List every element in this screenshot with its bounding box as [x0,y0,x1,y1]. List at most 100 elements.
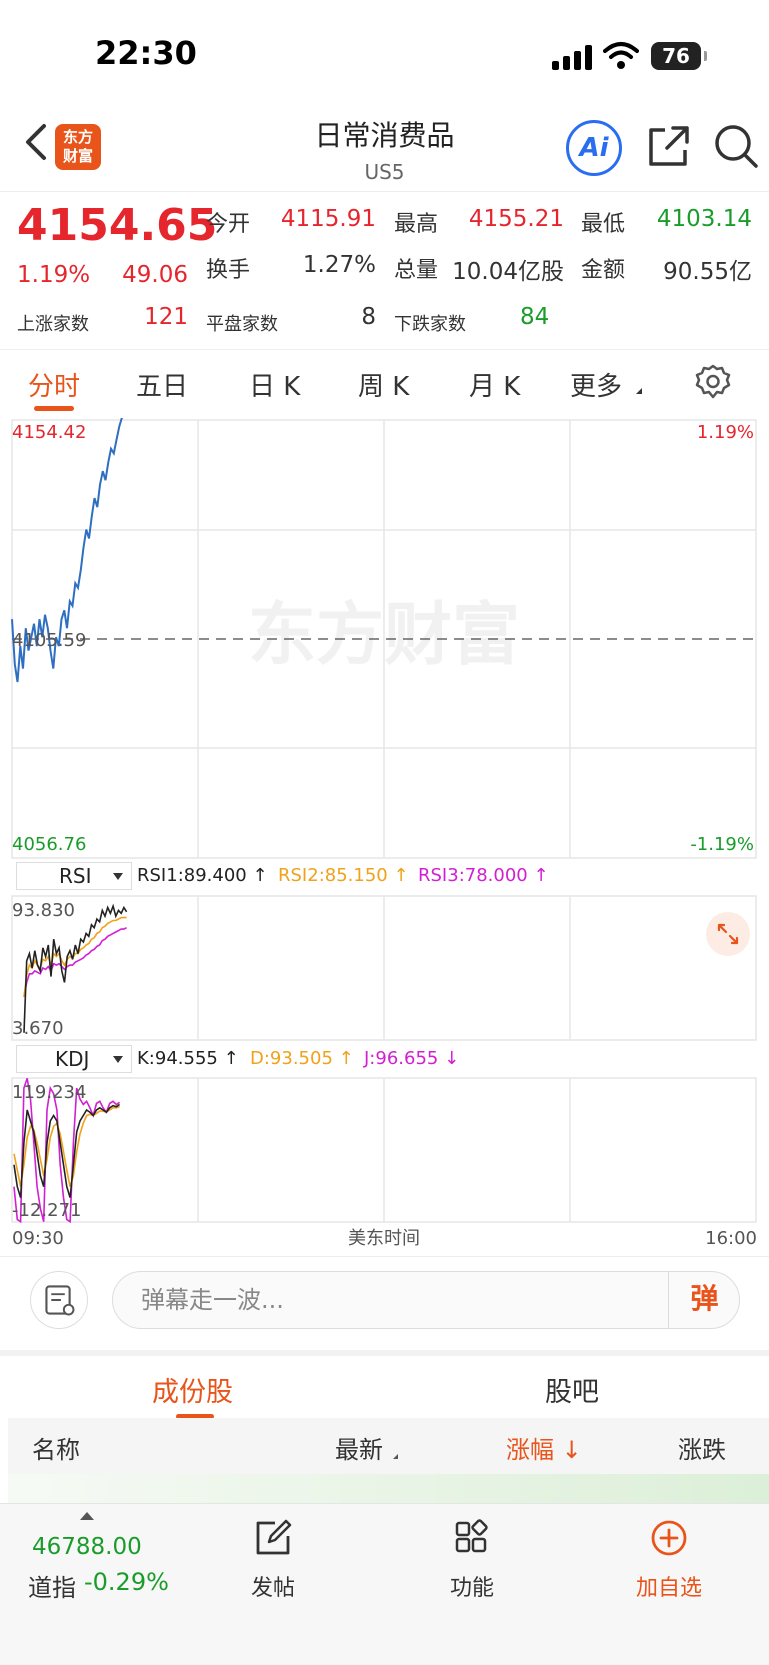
volume-label: 总量 [394,258,439,283]
amount-value: 90.55亿 [663,259,752,285]
status-time: 22:30 [95,34,197,72]
flat-count-label: 平盘家数 [206,314,278,335]
rsi3-legend: RSI3:78.000 ↑ [418,865,549,886]
add-circle-icon [651,1520,687,1556]
tab-weekly-k[interactable]: 周 K [358,372,410,402]
kdj-select-label: KDJ [55,1047,90,1071]
flat-count: 8 [361,304,376,330]
tab-daily-k[interactable]: 日 K [249,372,301,402]
page-subtitle: US5 [364,160,405,184]
col-latest[interactable]: 最新 [335,1436,383,1464]
danmaku-input[interactable]: 弹幕走一波... [112,1271,740,1329]
y-mid-label: 4105.59 [12,630,86,651]
pct-top-label: 1.19% [697,422,754,443]
chart-area[interactable]: 东方财富 4154.42 4105.59 4056.76 1.19% -1.19… [0,418,769,1256]
x-end-label: 16:00 [705,1228,757,1249]
search-icon[interactable] [712,122,760,170]
down-count: 84 [520,304,550,330]
kdj-indicator-select[interactable]: KDJ [16,1045,132,1073]
functions-label: 功能 [449,1576,494,1601]
col-change-pct[interactable]: 涨幅 ↓ [506,1436,582,1464]
x-start-label: 09:30 [12,1228,64,1249]
app-logo: 东方 财富 [55,124,101,170]
index-name[interactable]: 道指 [28,1574,76,1602]
kdj-bottom-label: -12.271 [12,1200,81,1221]
col-change[interactable]: 涨跌 [678,1436,726,1464]
change-percent: 1.19% [17,262,91,288]
add-watchlist-button[interactable]: 加自选 [624,1518,714,1602]
watermark: 东方财富 [248,597,520,673]
volume-value: 10.04亿股 [452,259,564,285]
list-tab-indicator [176,1414,214,1419]
rsi2-legend: RSI2:85.150 ↑ [278,865,409,886]
kdj-j-legend: J:96.655 ↓ [364,1048,460,1069]
index-value[interactable]: 46788.00 [32,1534,142,1560]
rsi-bottom-label: 3.670 [12,1018,64,1039]
open-value: 4115.91 [280,206,376,232]
cellular-signal-icon [552,44,594,70]
kdj-k-legend: K:94.555 ↑ [137,1048,239,1069]
current-price: 4154.65 [17,200,218,251]
amount-label: 金额 [581,258,626,283]
danmaku-bar: 弹幕走一波... 弹 [0,1256,769,1350]
rsi-chart-grid [11,895,757,1041]
rsi1-legend: RSI1:89.400 ↑ [137,865,268,886]
high-label: 最高 [394,212,439,237]
bottom-bar: 46788.00 道指 -0.29% 发帖 功能 加自选 [0,1503,769,1665]
tab-constituents[interactable]: 成份股 [152,1377,233,1408]
kdj-k-line [13,1103,121,1198]
index-expand-icon[interactable] [80,1512,94,1520]
rsi-select-label: RSI [59,864,92,888]
list-item[interactable] [8,1474,769,1504]
x-center-label: 美东时间 [348,1228,420,1249]
functions-button[interactable]: 功能 [427,1518,517,1602]
change-value: 49.06 [122,262,188,288]
kdj-d-line [13,1105,120,1187]
back-arrow-icon[interactable] [20,120,56,164]
open-label: 今开 [206,212,251,237]
battery-icon: 76 [651,42,707,70]
tab-forum[interactable]: 股吧 [545,1377,599,1408]
kdj-top-label: 119.234 [12,1082,86,1103]
post-button[interactable]: 发帖 [228,1518,318,1602]
active-tab-indicator [34,406,74,411]
rsi-indicator-select[interactable]: RSI [16,862,132,890]
danmaku-send-button[interactable]: 弹 [668,1271,740,1329]
rsi-top-label: 93.830 [12,900,75,921]
low-label: 最低 [581,212,626,237]
chart-period-tabs: 分时 五日 日 K 周 K 月 K 更多 [0,350,769,418]
col-name[interactable]: 名称 [32,1436,80,1464]
list-header: 名称 最新 涨幅 ↓ 涨跌 [8,1418,769,1474]
y-top-label: 4154.42 [12,422,86,443]
nav-header: 东方 财富 日常消费品 US5 Ai [0,100,769,192]
quote-panel: 4154.65 1.19% 49.06 今开 4115.91 最高 4155.2… [0,192,769,350]
tab-intraday[interactable]: 分时 [28,372,81,402]
sort-caret-icon [393,1454,398,1459]
kdj-j-line [13,1078,121,1224]
price-line [11,418,123,683]
grid-icon [455,1519,488,1553]
danmaku-settings-icon[interactable] [30,1271,88,1329]
y-bottom-label: 4056.76 [12,834,86,855]
tab-more[interactable]: 更多 [570,372,623,402]
list-tabs: 成份股 股吧 [0,1350,769,1419]
high-value: 4155.21 [468,206,564,232]
page-title: 日常消费品 [314,119,455,152]
share-icon[interactable] [645,122,693,170]
edit-icon [256,1519,292,1555]
gear-icon[interactable] [695,364,731,400]
post-label: 发帖 [250,1576,295,1601]
tab-monthly-k[interactable]: 月 K [469,372,521,402]
index-percent[interactable]: -0.29% [84,1568,169,1596]
pct-bottom-label: -1.19% [690,834,754,855]
kdj-d-legend: D:93.505 ↑ [250,1048,354,1069]
wifi-icon [603,42,639,69]
rsi3-line [23,926,127,997]
down-count-label: 下跌家数 [394,314,466,335]
ai-assistant-icon[interactable]: Ai [566,120,622,176]
kdj-chart-grid [11,1077,757,1223]
tab-five-day[interactable]: 五日 [136,372,189,402]
expand-icon[interactable] [706,912,750,956]
rsi2-line [23,916,127,997]
rsi1-line [23,903,128,1033]
